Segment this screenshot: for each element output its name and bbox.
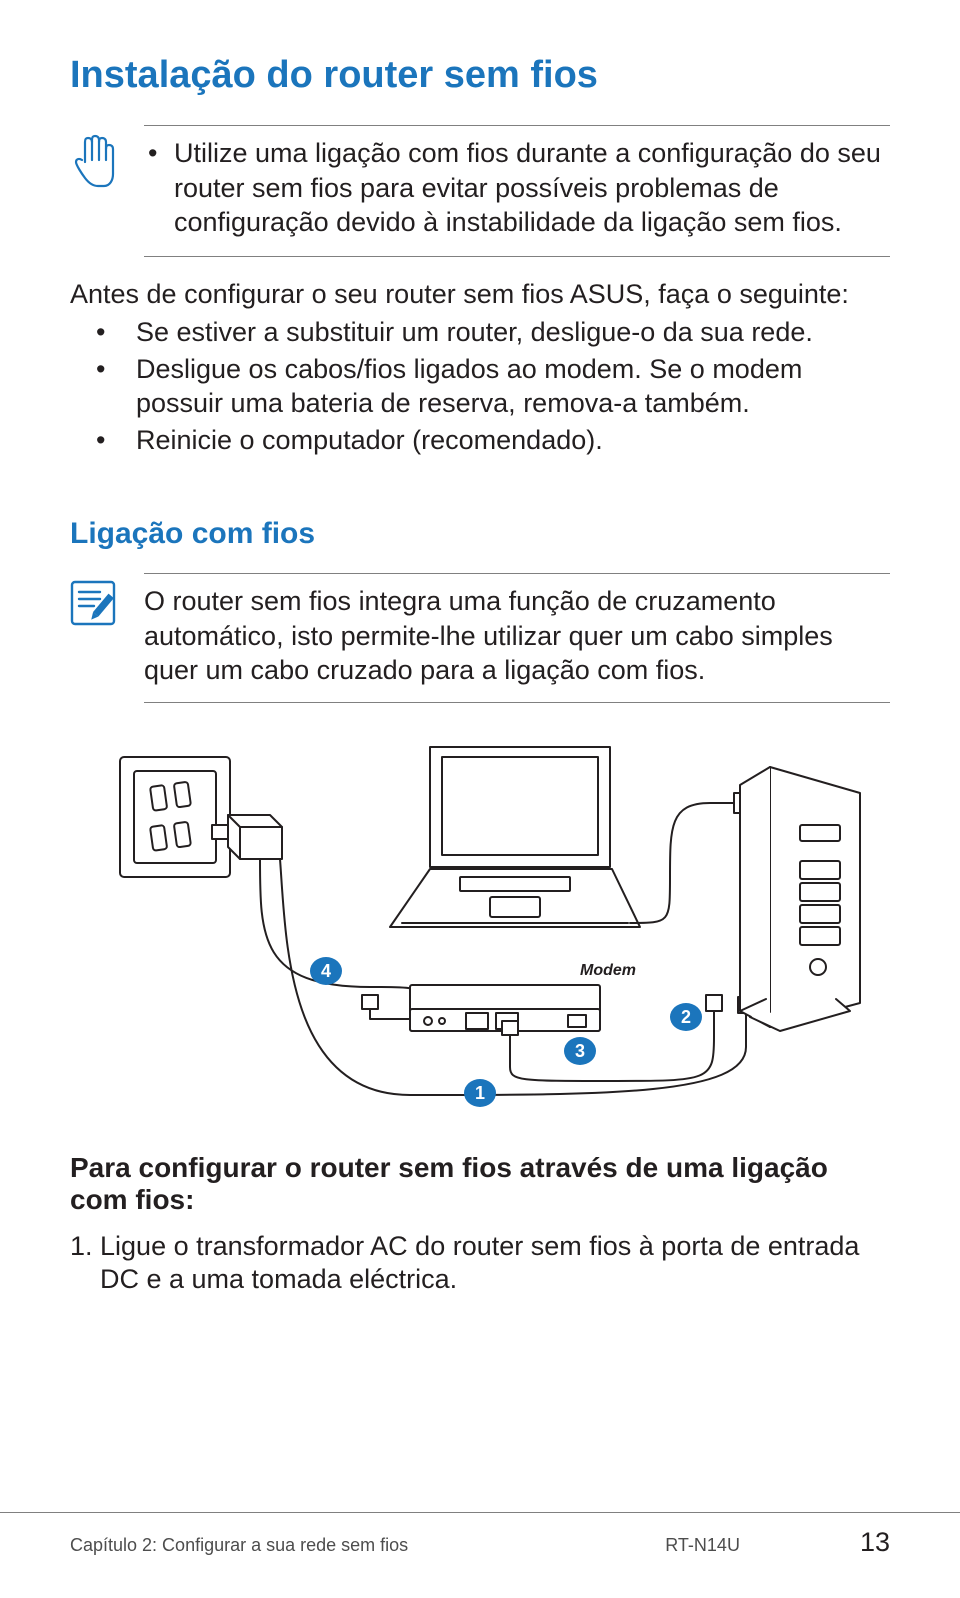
callout-4: 4: [310, 957, 342, 985]
wiring-diagram: Modem 4 3 2 1: [110, 737, 890, 1112]
footer-model: RT-N14U: [665, 1535, 740, 1556]
page-footer: Capítulo 2: Configurar a sua rede sem fi…: [0, 1512, 960, 1558]
precheck-item: Desligue os cabos/fios ligados ao modem.…: [136, 352, 890, 421]
note-text: O router sem fios integra uma função de …: [144, 584, 890, 688]
modem-label: Modem: [580, 962, 636, 979]
svg-text:2: 2: [681, 1007, 691, 1027]
svg-text:1: 1: [475, 1083, 485, 1103]
footer-chapter: Capítulo 2: Configurar a sua rede sem fi…: [70, 1535, 408, 1556]
caution-block: Utilize uma ligação com fios durante a c…: [144, 125, 890, 257]
precheck-item: Reinicie o computador (recomendado).: [136, 423, 890, 458]
precheck-block: Antes de configurar o seu router sem fio…: [70, 277, 890, 458]
callout-1: 1: [464, 1079, 496, 1107]
hand-stop-icon: [70, 132, 120, 190]
footer-page-number: 13: [860, 1527, 890, 1558]
callout-2: 2: [670, 1003, 702, 1031]
steps-heading: Para configurar o router sem fios atravé…: [70, 1152, 890, 1216]
note-pencil-icon: [70, 580, 116, 626]
callout-3: 3: [564, 1037, 596, 1065]
section-subheading: Ligação com fios: [70, 517, 890, 551]
precheck-lead: Antes de configurar o seu router sem fio…: [70, 277, 890, 312]
step-1: 1. Ligue o transformador AC do router se…: [70, 1230, 890, 1297]
precheck-item: Se estiver a substituir um router, desli…: [136, 315, 890, 350]
caution-bullet: Utilize uma ligação com fios durante a c…: [174, 136, 890, 240]
note-block: O router sem fios integra uma função de …: [144, 573, 890, 703]
svg-text:3: 3: [575, 1041, 585, 1061]
page-title: Instalação do router sem fios: [70, 54, 890, 97]
svg-text:4: 4: [321, 961, 331, 981]
